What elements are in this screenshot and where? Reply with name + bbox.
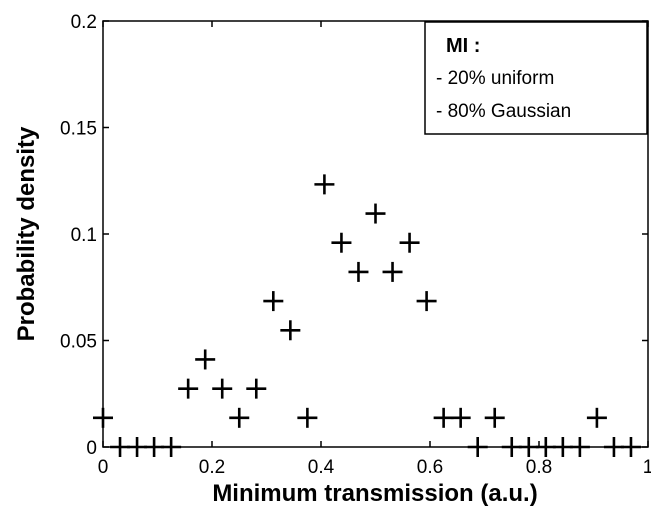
data-point xyxy=(280,320,301,341)
data-point xyxy=(450,407,471,428)
legend-box xyxy=(424,21,648,135)
x-tick-label: 0.2 xyxy=(199,457,225,478)
x-axis-title: Minimum transmission (a.u.) xyxy=(212,480,537,507)
data-point xyxy=(144,437,165,457)
data-point xyxy=(518,437,539,457)
data-point xyxy=(603,437,624,457)
data-point xyxy=(484,407,505,428)
data-point xyxy=(229,407,250,428)
y-tick-label: 0.2 xyxy=(71,12,97,33)
data-point xyxy=(365,203,386,224)
data-point xyxy=(297,407,318,428)
data-series xyxy=(93,174,641,457)
x-tick-label: 0 xyxy=(98,457,109,478)
x-tick-label: 0.8 xyxy=(526,457,552,478)
data-point xyxy=(501,437,522,457)
legend-entry-gaussian: - 80% Gaussian xyxy=(436,101,571,122)
data-point xyxy=(586,407,607,428)
data-point xyxy=(161,437,182,457)
data-point xyxy=(195,349,216,370)
y-tick-label: 0.1 xyxy=(71,225,97,246)
data-point xyxy=(246,378,267,399)
data-point xyxy=(467,437,488,457)
data-point xyxy=(535,437,556,457)
data-point xyxy=(110,437,131,457)
data-point xyxy=(399,232,420,253)
x-tick-label: 0.6 xyxy=(417,457,443,478)
data-point xyxy=(348,261,369,282)
data-point xyxy=(552,437,573,457)
data-point xyxy=(178,378,199,399)
legend-entry-uniform: - 20% uniform xyxy=(436,68,554,89)
y-tick-label: 0.15 xyxy=(60,119,97,140)
legend-title: MI : xyxy=(446,35,480,57)
data-point xyxy=(314,174,335,195)
data-point xyxy=(127,437,148,457)
legend: MI : - 20% uniform - 80% Gaussian xyxy=(424,21,648,135)
data-point xyxy=(569,437,590,457)
x-tick-label: 1 xyxy=(643,457,651,478)
data-point xyxy=(331,232,352,253)
data-point xyxy=(433,407,454,428)
data-point xyxy=(212,378,233,399)
y-axis: 0 0.05 0.1 0.15 0.2 xyxy=(60,12,648,459)
y-tick-label: 0.05 xyxy=(60,332,97,353)
data-point xyxy=(620,437,641,457)
data-point xyxy=(416,291,437,312)
data-point xyxy=(93,407,113,428)
y-axis-title: Probability density xyxy=(13,126,40,341)
data-point xyxy=(263,291,284,312)
x-tick-label: 0.4 xyxy=(308,457,335,478)
data-point xyxy=(382,261,403,282)
y-tick-label: 0 xyxy=(86,438,97,459)
